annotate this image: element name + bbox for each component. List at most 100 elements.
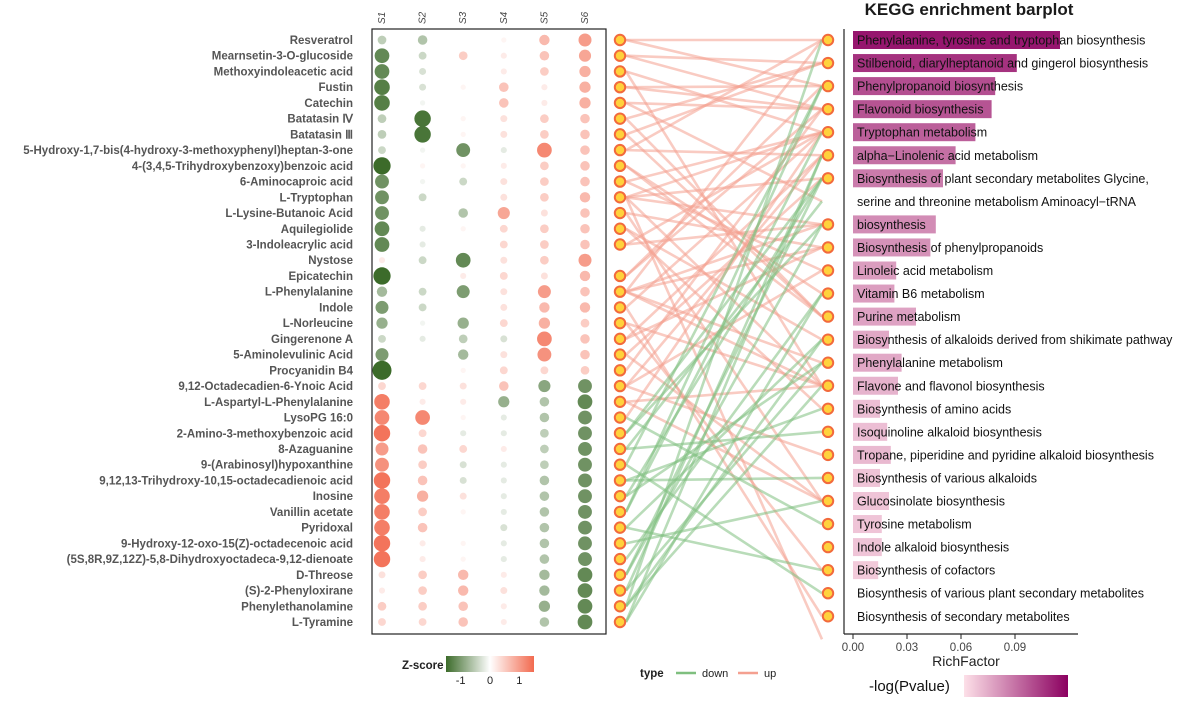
zscore-dot <box>457 569 469 581</box>
zscore-dot <box>461 195 466 200</box>
pathway-label: Biosynthesis of various alkaloids <box>857 471 1037 485</box>
up-link <box>625 84 823 89</box>
sample-label: S2 <box>418 11 429 24</box>
zscore-dot <box>500 288 508 296</box>
zscore-dot <box>540 272 548 280</box>
zscore-dot <box>500 556 507 563</box>
zscore-dot <box>461 69 466 74</box>
zscore-dot <box>578 426 592 441</box>
zscore-dot <box>460 131 466 138</box>
enrichment-bar <box>853 399 880 418</box>
zscore-dot <box>378 146 386 155</box>
metabolite-node <box>613 395 627 408</box>
zscore-dot <box>539 397 550 407</box>
metabolite-node <box>613 191 627 204</box>
metabolite-node <box>613 379 627 393</box>
zscore-dot <box>419 320 426 326</box>
zscore-dot <box>499 366 508 375</box>
metabolite-label: (S)-2-Phenyloxirane <box>245 586 353 598</box>
pathway-node <box>821 126 835 139</box>
enrichment-bar <box>853 284 895 303</box>
zscore-dot <box>540 460 549 470</box>
metabolite-node <box>613 49 627 62</box>
zscore-colorbar <box>446 656 534 672</box>
pathway-label: Biosynthesis of various plant secondary … <box>857 587 1144 601</box>
zscore-dot <box>419 100 426 106</box>
zscore-dot <box>539 475 550 486</box>
zscore-dot <box>499 381 509 391</box>
sample-label: S6 <box>580 11 591 24</box>
metabolite-label: Vanillin acetate <box>270 507 353 519</box>
metabolite-node <box>613 285 627 298</box>
metabolite-label: L-Aspartyl-L-Phenylalanine <box>204 397 353 409</box>
zscore-dot <box>418 256 427 265</box>
metabolite-label: Aquilegiolide <box>281 224 353 236</box>
pathway-node <box>821 610 835 623</box>
up-link <box>625 70 823 134</box>
zscore-dot <box>417 475 428 486</box>
zscore-dot <box>456 143 471 158</box>
x-tick-label: 0.06 <box>950 642 972 654</box>
kegg-enrichment-barplot: KEGG enrichment barplot RichFactor Pheny… <box>842 0 1173 669</box>
zscore-dot <box>378 382 386 390</box>
metabolite-node <box>613 159 627 173</box>
zscore-dot <box>418 586 427 595</box>
zscore-dot <box>540 114 549 123</box>
down-link <box>624 39 824 607</box>
zscore-dot <box>500 52 507 59</box>
zscore-dot <box>420 273 425 279</box>
zscore-dot <box>539 585 550 596</box>
metabolite-node <box>613 269 627 283</box>
zscore-tick-label: 1 <box>516 675 522 687</box>
sample-label: S4 <box>499 11 510 24</box>
zscore-dot <box>372 360 392 380</box>
metabolite-label: 2-Amino-3-methoxybenzoic acid <box>177 428 353 440</box>
pathway-label: alpha−Linolenic acid metabolism <box>857 149 1038 163</box>
metabolite-label: Fustin <box>319 82 354 94</box>
zscore-dot <box>376 286 388 297</box>
pathway-label: Flavone and flavonol biosynthesis <box>857 379 1045 393</box>
enrichment-bar <box>853 261 897 280</box>
zscore-dot <box>580 145 590 155</box>
zscore-dot <box>579 302 591 313</box>
metabolite-node <box>613 552 627 566</box>
zscore-dot <box>500 524 508 532</box>
zscore-dot-heatmap: S1 S2 S3 S4 S5 S6 Resveratrol Mearnsetin-3-O-gl… <box>23 11 607 635</box>
zscore-dot <box>578 504 592 519</box>
zscore-dot <box>540 130 549 139</box>
metabolite-node <box>613 80 627 94</box>
zscore-dot <box>457 349 469 360</box>
metabolite-label: 5-Aminolevulinic Acid <box>233 350 353 362</box>
zscore-dot <box>537 285 551 299</box>
barplot-title: KEGG enrichment barplot <box>865 0 1074 19</box>
pathway-node <box>821 540 835 554</box>
zscore-dot <box>578 410 592 425</box>
zscore-dot <box>418 460 427 470</box>
zscore-dot <box>580 113 590 124</box>
metabolite-node <box>613 489 627 503</box>
zscore-dot <box>580 223 590 234</box>
metabolite-label: Catechin <box>304 98 353 110</box>
down-link <box>624 338 824 608</box>
metabolite-label: 9,12-Octadecadien-6-Ynoic Acid <box>178 381 353 393</box>
zscore-dot <box>539 50 550 61</box>
metabolite-label: 9-(Arabinosyl)hypoxanthine <box>201 460 353 472</box>
zscore-dot <box>418 507 427 517</box>
metabolite-label: 4-(3,4,5-Trihydroxybenzoxy)benzoic acid <box>132 161 353 173</box>
zscore-dot <box>500 193 508 201</box>
up-link <box>625 227 823 410</box>
metabolite-label: Batatasin Ⅲ <box>290 128 353 141</box>
up-link <box>625 54 823 111</box>
zscore-dot <box>374 95 390 111</box>
zscore-dot <box>374 488 390 504</box>
zscore-dot <box>539 34 550 46</box>
zscore-dot <box>460 398 467 405</box>
zscore-dot <box>539 522 550 533</box>
metabolite-node <box>613 143 627 157</box>
zscore-dot <box>500 414 507 421</box>
pathway-label: Stilbenoid, diarylheptanoid and gingerol… <box>857 57 1148 71</box>
zscore-dot <box>418 382 427 390</box>
enrichment-bar <box>853 215 936 234</box>
metabolite-label: Mearnsetin-3-O-glucoside <box>212 51 353 63</box>
pathway-node <box>821 356 835 369</box>
